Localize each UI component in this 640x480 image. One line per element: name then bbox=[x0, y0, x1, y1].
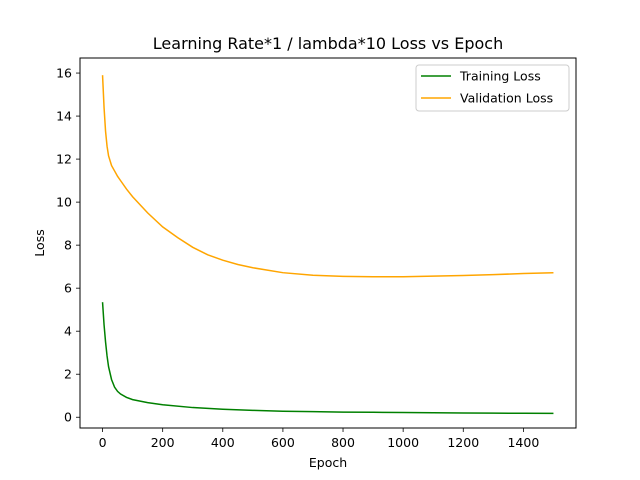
y-tick-label: 12 bbox=[56, 152, 72, 167]
plot-area bbox=[101, 75, 554, 415]
x-axis: 0 200 400 600 800 1000 1200 1400 bbox=[99, 428, 539, 450]
axes-frame bbox=[79, 57, 577, 429]
x-axis-label: Epoch bbox=[309, 455, 347, 470]
legend-label-training: Training Loss bbox=[459, 69, 541, 84]
legend-box bbox=[415, 64, 570, 112]
y-tick-label: 6 bbox=[64, 281, 72, 296]
x-tick-label: 0 bbox=[99, 435, 107, 450]
x-tick-label: 800 bbox=[331, 435, 355, 450]
series-line-validation bbox=[101, 75, 554, 278]
series-line-training bbox=[101, 302, 554, 415]
legend-label-validation: Validation Loss bbox=[460, 91, 553, 106]
y-axis-label: Loss bbox=[32, 229, 47, 256]
x-tick-label: 200 bbox=[151, 435, 175, 450]
y-tick-label: 10 bbox=[56, 195, 72, 210]
y-tick-label: 8 bbox=[64, 238, 72, 253]
chart-title: Learning Rate*1 / lambda*10 Loss vs Epoc… bbox=[153, 34, 503, 53]
x-tick-label: 1400 bbox=[507, 435, 539, 450]
x-tick-label: 1000 bbox=[387, 435, 419, 450]
x-tick-label: 400 bbox=[211, 435, 235, 450]
y-tick-label: 16 bbox=[56, 66, 72, 81]
x-tick-label: 600 bbox=[271, 435, 295, 450]
y-axis: 0 2 4 6 8 10 12 14 16 bbox=[56, 66, 80, 425]
x-tick-label: 1200 bbox=[447, 435, 479, 450]
y-tick-label: 4 bbox=[64, 324, 72, 339]
y-tick-label: 2 bbox=[64, 367, 72, 382]
legend: Training Loss Validation Loss bbox=[415, 64, 570, 112]
y-tick-label: 0 bbox=[64, 410, 72, 425]
y-tick-label: 14 bbox=[56, 109, 72, 124]
